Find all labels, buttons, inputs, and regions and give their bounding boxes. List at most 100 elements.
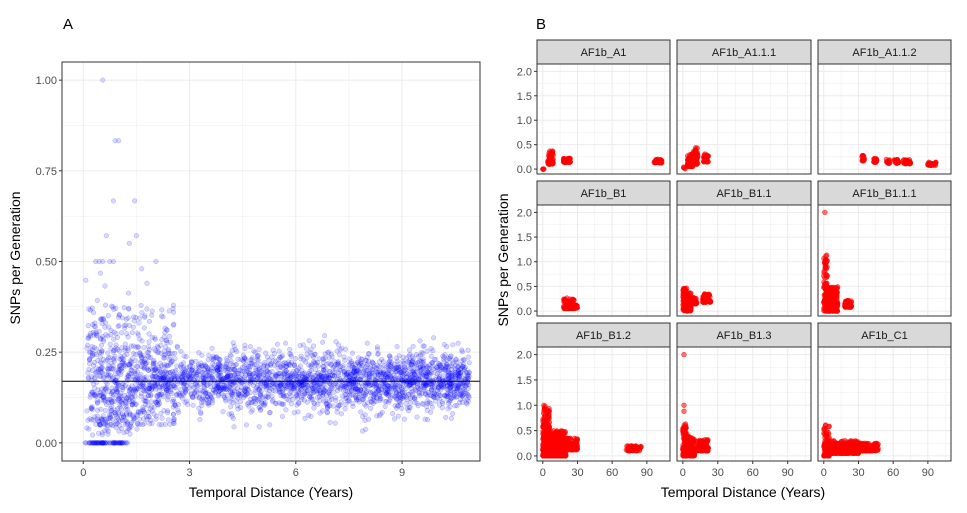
data-point xyxy=(238,393,244,399)
data-point xyxy=(99,440,105,446)
data-point xyxy=(395,413,401,419)
data-point xyxy=(312,384,318,390)
data-point xyxy=(210,387,216,393)
data-point xyxy=(283,340,289,346)
data-point xyxy=(252,371,258,377)
data-point xyxy=(389,392,395,398)
data-point xyxy=(98,350,104,356)
data-point xyxy=(336,342,342,348)
data-point xyxy=(242,391,248,397)
data-point xyxy=(452,392,458,398)
data-point xyxy=(349,359,355,365)
data-point xyxy=(354,367,360,373)
data-point xyxy=(128,367,134,373)
data-point xyxy=(352,384,358,390)
data-point xyxy=(87,440,93,446)
data-point xyxy=(359,381,365,387)
data-point xyxy=(125,334,131,340)
data-point xyxy=(306,412,312,418)
data-point xyxy=(321,357,327,363)
data-point xyxy=(199,363,205,369)
data-point xyxy=(331,358,337,364)
data-point xyxy=(318,372,324,378)
y-tick-label: 1.00 xyxy=(36,75,57,87)
facet-strip-label: AF1b_B1.1 xyxy=(716,188,771,200)
data-point xyxy=(87,357,93,363)
data-point xyxy=(347,392,353,398)
data-point xyxy=(158,369,164,375)
data-point xyxy=(216,385,222,391)
data-point xyxy=(93,440,99,446)
data-point xyxy=(428,381,434,387)
data-point xyxy=(85,335,91,341)
data-point xyxy=(117,440,123,446)
data-point xyxy=(243,389,249,395)
data-point xyxy=(329,385,335,391)
data-point xyxy=(447,390,453,396)
data-point xyxy=(111,440,117,446)
data-point xyxy=(95,440,101,446)
data-point xyxy=(252,401,258,407)
data-point xyxy=(350,403,356,409)
data-point xyxy=(296,389,302,395)
data-point xyxy=(115,381,121,387)
data-point xyxy=(104,402,110,408)
data-point xyxy=(199,400,205,406)
data-point xyxy=(371,394,377,400)
data-point xyxy=(172,373,178,379)
data-point xyxy=(116,364,122,370)
data-point xyxy=(98,440,104,446)
data-point xyxy=(100,440,106,446)
data-point xyxy=(429,360,435,366)
data-point xyxy=(262,359,268,365)
data-point xyxy=(105,440,111,446)
data-point xyxy=(822,257,829,263)
data-point xyxy=(189,394,195,400)
data-point xyxy=(402,393,408,399)
data-point xyxy=(417,377,423,383)
data-point xyxy=(410,343,416,349)
data-point xyxy=(112,440,118,446)
data-point xyxy=(112,440,118,446)
data-point xyxy=(285,381,291,387)
x-tick-label: 6 xyxy=(293,467,299,479)
data-point xyxy=(451,382,457,388)
data-point xyxy=(263,395,269,401)
data-point xyxy=(377,359,383,365)
data-point xyxy=(450,411,456,417)
data-point xyxy=(187,372,193,378)
data-point xyxy=(264,369,270,375)
data-point xyxy=(294,391,300,397)
data-point xyxy=(346,397,352,403)
data-point xyxy=(96,349,102,355)
data-point xyxy=(382,404,388,410)
data-point xyxy=(230,415,236,421)
facet-frame xyxy=(536,63,671,175)
data-point xyxy=(456,369,462,375)
data-point xyxy=(123,316,129,322)
data-point xyxy=(410,380,416,386)
data-point xyxy=(98,365,104,371)
data-point xyxy=(402,416,408,422)
data-point xyxy=(406,404,412,410)
data-point xyxy=(131,386,137,392)
data-point xyxy=(112,407,118,413)
data-point xyxy=(230,367,236,373)
data-point xyxy=(102,428,108,434)
data-point xyxy=(395,382,401,388)
data-point xyxy=(439,384,445,390)
data-point xyxy=(190,394,196,400)
y-tick-label: 0.50 xyxy=(36,257,57,269)
data-point xyxy=(230,340,236,346)
data-point xyxy=(92,385,98,391)
data-point xyxy=(388,364,394,370)
data-point xyxy=(445,370,451,376)
data-point xyxy=(324,410,330,416)
data-point xyxy=(358,409,364,415)
data-point xyxy=(335,387,341,393)
data-point xyxy=(364,340,370,346)
data-point xyxy=(138,364,144,370)
panel-a-points xyxy=(82,77,472,446)
data-point xyxy=(208,395,214,401)
data-point xyxy=(110,440,116,446)
